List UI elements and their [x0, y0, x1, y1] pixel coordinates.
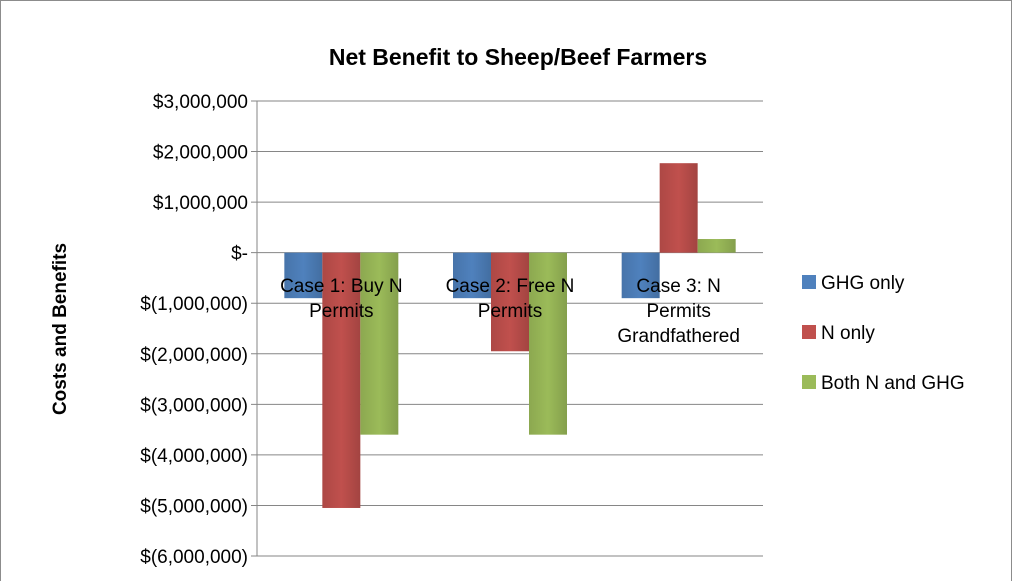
y-tick-label: $1,000,000	[153, 193, 248, 214]
category-label: Case 1: Buy N Permits	[280, 276, 403, 322]
legend-swatch	[802, 375, 816, 389]
bars	[284, 163, 736, 508]
category-label: Case 3: N Permits Grandfathered	[617, 276, 740, 347]
legend: GHG only N only Both N and GHG	[802, 273, 965, 394]
y-tick-label: $(1,000,000)	[140, 294, 248, 315]
y-tick-label: $(2,000,000)	[140, 345, 248, 366]
y-axis-label: Costs and Benefits	[50, 243, 71, 415]
y-tick-label: $2,000,000	[153, 143, 248, 164]
legend-label: GHG only	[821, 273, 905, 294]
bar-2-3	[659, 163, 698, 253]
y-tick-label: $3,000,000	[153, 92, 248, 113]
bar-3-2	[529, 252, 567, 435]
bar-1-3	[621, 252, 660, 299]
y-tick-label: $-	[231, 244, 248, 265]
y-tick-labels: $3,000,000 $2,000,000 $1,000,000 $- $(1,000,…	[140, 92, 248, 568]
bar-3-3	[697, 239, 736, 253]
y-tick-label: $(5,000,000)	[140, 496, 248, 517]
bar-1-1	[284, 252, 323, 299]
bar-2-1	[322, 252, 361, 508]
legend-swatch	[802, 325, 816, 339]
legend-swatch	[802, 275, 816, 289]
legend-label: N only	[821, 323, 875, 344]
category-label: Case 2: Free N Permits	[446, 276, 575, 322]
bar-2-2	[491, 252, 529, 352]
bar-1-2	[453, 252, 491, 299]
category-labels: Case 1: Buy N Permits Case 2: Free N Permit…	[280, 276, 740, 347]
bar-3-1	[360, 252, 399, 435]
y-tick-label: $(3,000,000)	[140, 395, 248, 416]
legend-label: Both N and GHG	[821, 373, 965, 394]
chart-title: Net Benefit to Sheep/Beef Farmers	[329, 44, 707, 70]
y-tick-label: $(6,000,000)	[140, 547, 248, 568]
y-tick-label: $(4,000,000)	[140, 446, 248, 467]
